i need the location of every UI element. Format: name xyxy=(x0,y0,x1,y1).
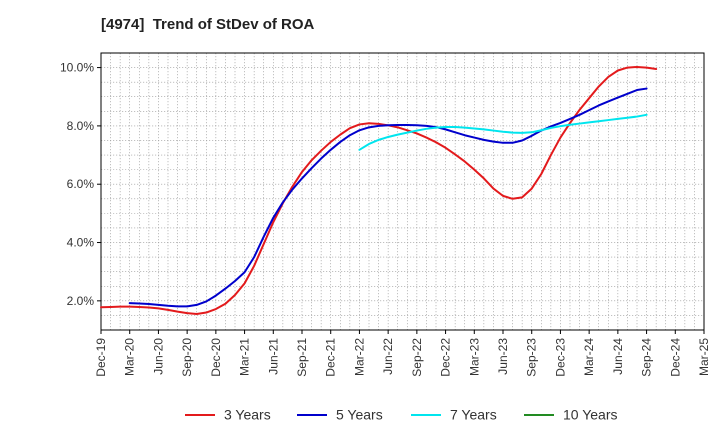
legend-label-10-years: 10 Years xyxy=(563,407,618,423)
legend-label-7-years: 7 Years xyxy=(450,407,497,423)
series-lines xyxy=(100,66,658,315)
x-tick-label: Dec-19 xyxy=(94,338,108,377)
x-tick-label: Sep-24 xyxy=(640,338,654,377)
x-tick-label: Mar-21 xyxy=(238,338,252,376)
x-tick-label: Sep-21 xyxy=(295,338,309,377)
plot-area xyxy=(100,52,705,331)
x-tick-label: Sep-20 xyxy=(180,338,194,377)
x-tick-label: Mar-24 xyxy=(582,338,596,376)
series-line-3-years xyxy=(100,66,658,315)
x-tick-label: Jun-24 xyxy=(611,338,625,375)
y-axis: 2.0% 4.0% 6.0% 8.0% 10.0% xyxy=(60,61,101,308)
legend: 3 Years 5 Years 7 Years 10 Years xyxy=(185,407,618,423)
x-tick-label: Dec-21 xyxy=(324,338,338,377)
x-tick-label: Mar-23 xyxy=(467,338,481,376)
x-tick-label: Dec-22 xyxy=(439,338,453,377)
y-tick-label: 4.0% xyxy=(67,236,95,250)
x-tick-label: Dec-24 xyxy=(668,338,682,377)
chart-title: [4974] Trend of StDev of ROA xyxy=(101,16,315,33)
gridlines xyxy=(100,52,705,331)
y-tick-label: 8.0% xyxy=(67,119,95,133)
legend-label-5-years: 5 Years xyxy=(336,407,383,423)
x-tick-label: Jun-20 xyxy=(151,338,165,375)
x-axis: Dec-19 Mar-20 Jun-20 Sep-20 Dec-20 Mar-21 Jun-… xyxy=(94,330,711,377)
x-tick-label: Jun-23 xyxy=(496,338,510,375)
y-tick-label: 6.0% xyxy=(67,177,95,191)
x-tick-label: Sep-23 xyxy=(525,338,539,377)
series-line-5-years xyxy=(128,87,648,308)
series-line-7-years xyxy=(358,113,648,151)
x-tick-label: Dec-20 xyxy=(209,338,223,377)
x-tick-label: Jun-22 xyxy=(381,338,395,375)
x-tick-label: Sep-22 xyxy=(410,338,424,377)
x-tick-label: Mar-20 xyxy=(123,338,137,376)
x-tick-label: Dec-23 xyxy=(553,338,567,377)
x-tick-label: Mar-25 xyxy=(697,338,711,376)
x-tick-label: Jun-21 xyxy=(266,338,280,375)
legend-label-3-years: 3 Years xyxy=(224,407,271,423)
x-tick-label: Mar-22 xyxy=(352,338,366,376)
y-tick-label: 2.0% xyxy=(67,294,95,308)
y-tick-label: 10.0% xyxy=(60,61,94,75)
